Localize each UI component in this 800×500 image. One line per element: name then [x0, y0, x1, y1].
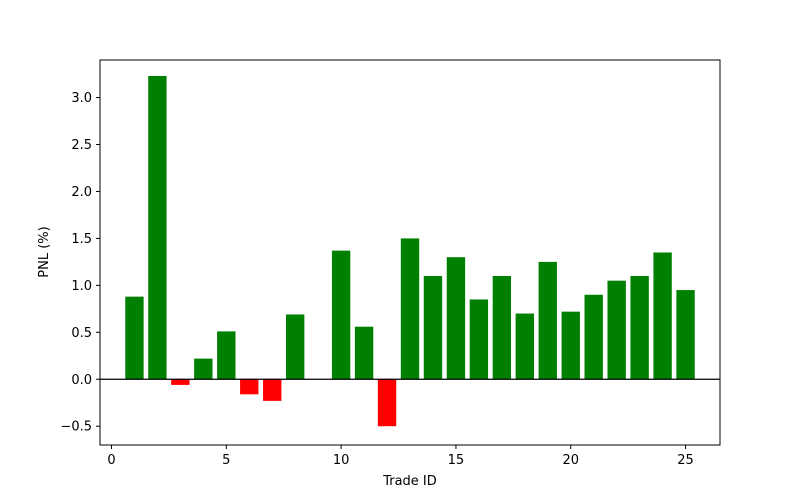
bar	[148, 75, 167, 380]
x-tick-label: 5	[222, 453, 230, 468]
bar	[354, 326, 374, 380]
bar	[217, 331, 236, 380]
bar	[584, 294, 603, 380]
bar	[676, 290, 695, 380]
bar	[171, 379, 190, 385]
x-tick-label: 0	[107, 453, 115, 468]
y-tick-label: 1.5	[71, 232, 92, 247]
x-axis-ticks: 0 5 10 15 20 25	[107, 445, 694, 468]
y-tick-label: 0.0	[71, 373, 92, 388]
bar	[240, 379, 259, 395]
bar	[377, 379, 397, 427]
x-axis-label: Trade ID	[382, 474, 437, 489]
bar	[331, 250, 351, 380]
y-axis-ticks: −0.5 0.0 0.5 1.0 1.5 2.0 2.5 3.0	[60, 91, 100, 435]
bar	[446, 257, 466, 380]
y-tick-label: 3.0	[71, 91, 92, 106]
y-tick-label: 0.5	[71, 326, 92, 341]
x-tick-label: 15	[448, 453, 465, 468]
y-tick-label: 1.0	[71, 279, 92, 294]
bar	[607, 280, 626, 380]
bar	[194, 358, 213, 380]
bar	[423, 275, 443, 380]
x-tick-label: 25	[677, 453, 694, 468]
bar	[469, 299, 489, 380]
bar	[515, 313, 534, 380]
bar	[653, 252, 672, 380]
bar	[400, 238, 420, 380]
bar	[538, 261, 557, 380]
x-tick-label: 10	[333, 453, 350, 468]
plot-area-frame	[99, 59, 721, 446]
bar	[492, 275, 512, 380]
bar	[263, 379, 282, 401]
y-tick-label: 2.5	[71, 138, 92, 153]
x-tick-label: 20	[562, 453, 579, 468]
bars-group	[125, 75, 695, 427]
y-tick-label: 2.0	[71, 185, 92, 200]
y-tick-label: −0.5	[60, 420, 92, 435]
bar	[286, 314, 305, 380]
bar	[561, 311, 580, 380]
bar	[125, 296, 144, 380]
bar	[630, 275, 649, 380]
y-axis-label: PNL (%)	[37, 226, 52, 277]
